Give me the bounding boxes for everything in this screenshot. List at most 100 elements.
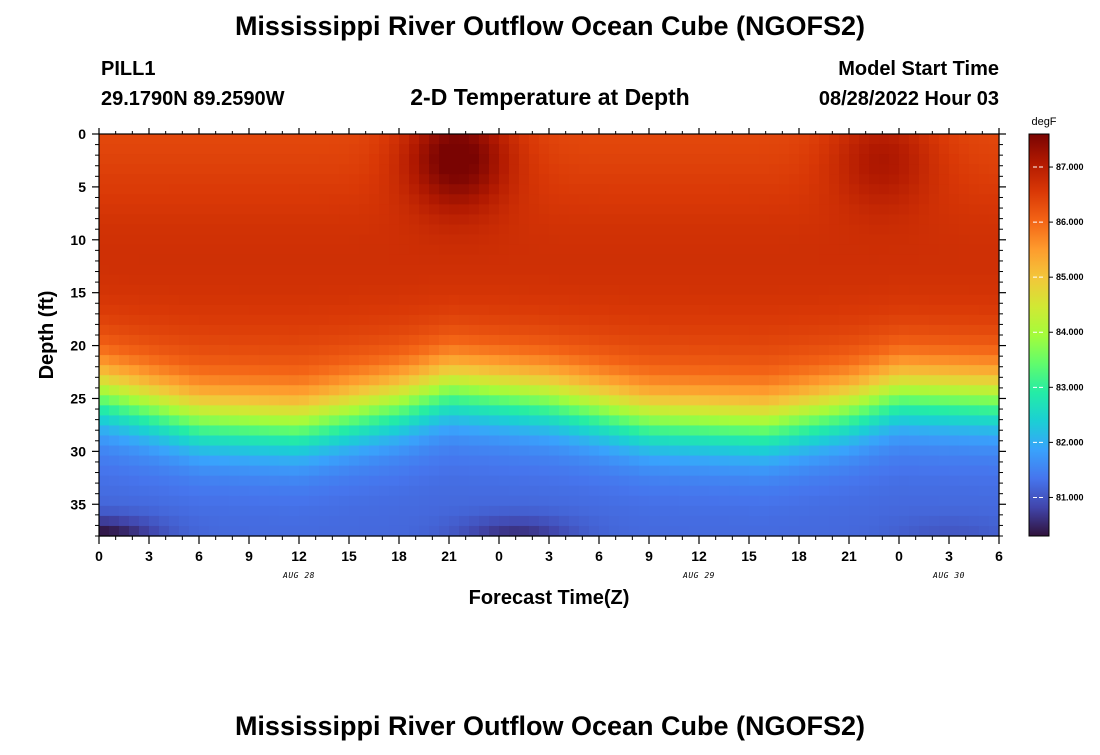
heatmap-cell — [739, 294, 750, 306]
heatmap-cell — [119, 465, 130, 477]
heatmap-cell — [739, 134, 750, 145]
heatmap-cell — [229, 154, 240, 165]
heatmap-cell — [709, 204, 720, 215]
heatmap-cell — [559, 405, 570, 416]
heatmap-cell — [529, 375, 540, 386]
heatmap-cell — [619, 515, 630, 527]
heatmap-cell — [649, 455, 660, 467]
heatmap-cell — [479, 264, 490, 276]
heatmap-cell — [539, 355, 550, 366]
heatmap-cell — [259, 214, 270, 226]
heatmap-cell — [539, 244, 550, 256]
heatmap-cell — [359, 435, 370, 447]
heatmap-cell — [919, 385, 930, 396]
heatmap-cell — [329, 264, 340, 276]
heatmap-cell — [649, 314, 660, 326]
heatmap-cell — [589, 395, 600, 406]
heatmap-cell — [109, 505, 120, 517]
heatmap-cell — [889, 515, 900, 527]
heatmap-cell — [779, 495, 790, 507]
heatmap-cell — [909, 164, 920, 175]
heatmap-cell — [519, 455, 530, 467]
heatmap-cell — [469, 495, 480, 507]
heatmap-cell — [789, 194, 800, 205]
heatmap-cell — [619, 324, 630, 336]
heatmap-cell — [629, 144, 640, 155]
heatmap-cell — [809, 435, 820, 447]
heatmap-cell — [659, 154, 670, 165]
heatmap-cell — [99, 435, 110, 447]
heatmap-cell — [359, 174, 370, 185]
heatmap-cell — [789, 475, 800, 487]
heatmap-cell — [939, 365, 950, 376]
heatmap-cell — [889, 194, 900, 205]
heatmap-cell — [239, 204, 250, 215]
heatmap-cell — [519, 435, 530, 447]
heatmap-cell — [169, 345, 180, 356]
heatmap-cell — [139, 224, 150, 236]
heatmap-cell — [539, 525, 550, 537]
heatmap-cell — [279, 345, 290, 356]
heatmap-cell — [689, 515, 700, 527]
heatmap-cell — [989, 314, 1000, 326]
heatmap-cell — [749, 254, 760, 266]
heatmap-cell — [619, 365, 630, 376]
heatmap-cell — [979, 475, 990, 487]
heatmap-cell — [539, 134, 550, 145]
heatmap-cell — [409, 425, 420, 437]
heatmap-cell — [169, 324, 180, 336]
heatmap-cell — [899, 415, 910, 427]
heatmap-cell — [929, 505, 940, 517]
heatmap-cell — [109, 495, 120, 507]
heatmap-cell — [359, 254, 370, 266]
heatmap-cell — [849, 525, 860, 537]
heatmap-cell — [209, 224, 220, 236]
heatmap-cell — [919, 254, 930, 266]
heatmap-cell — [639, 204, 650, 215]
heatmap-cell — [379, 244, 390, 256]
heatmap-cell — [639, 304, 650, 316]
heatmap-cell — [149, 465, 160, 477]
heatmap-cell — [989, 525, 1000, 537]
heatmap-cell — [569, 435, 580, 447]
heatmap-cell — [529, 194, 540, 205]
heatmap-cell — [839, 465, 850, 477]
heatmap-cell — [289, 505, 300, 517]
heatmap-cell — [559, 485, 570, 497]
heatmap-cell — [179, 345, 190, 356]
heatmap-cell — [759, 234, 770, 246]
heatmap-cell — [689, 455, 700, 467]
heatmap-cell — [619, 445, 630, 457]
heatmap-cell — [189, 184, 200, 195]
heatmap-cell — [929, 134, 940, 145]
heatmap-cell — [249, 144, 260, 155]
heatmap-cell — [259, 445, 270, 457]
heatmap-cell — [859, 304, 870, 316]
heatmap-cell — [739, 284, 750, 296]
heatmap-cell — [609, 425, 620, 437]
heatmap-cell — [679, 324, 690, 336]
heatmap-cell — [589, 455, 600, 467]
heatmap-cell — [739, 214, 750, 226]
heatmap-cell — [449, 335, 460, 346]
heatmap-cell — [399, 485, 410, 497]
heatmap-cell — [679, 375, 690, 386]
heatmap-cell — [949, 415, 960, 427]
heatmap-cell — [989, 405, 1000, 416]
heatmap-cell — [949, 254, 960, 266]
heatmap-cell — [369, 264, 380, 276]
heatmap-cell — [559, 214, 570, 226]
heatmap-cell — [139, 244, 150, 256]
heatmap-cell — [109, 345, 120, 356]
heatmap-cell — [249, 405, 260, 416]
heatmap-cell — [609, 495, 620, 507]
heatmap-cell — [489, 214, 500, 226]
heatmap-cell — [989, 254, 1000, 266]
heatmap-cell — [469, 164, 480, 175]
heatmap-cell — [729, 194, 740, 205]
heatmap-cell — [639, 154, 650, 165]
heatmap-cell — [649, 184, 660, 195]
heatmap-cell — [279, 194, 290, 205]
heatmap-cell — [419, 505, 430, 517]
heatmap-cell — [719, 515, 730, 527]
